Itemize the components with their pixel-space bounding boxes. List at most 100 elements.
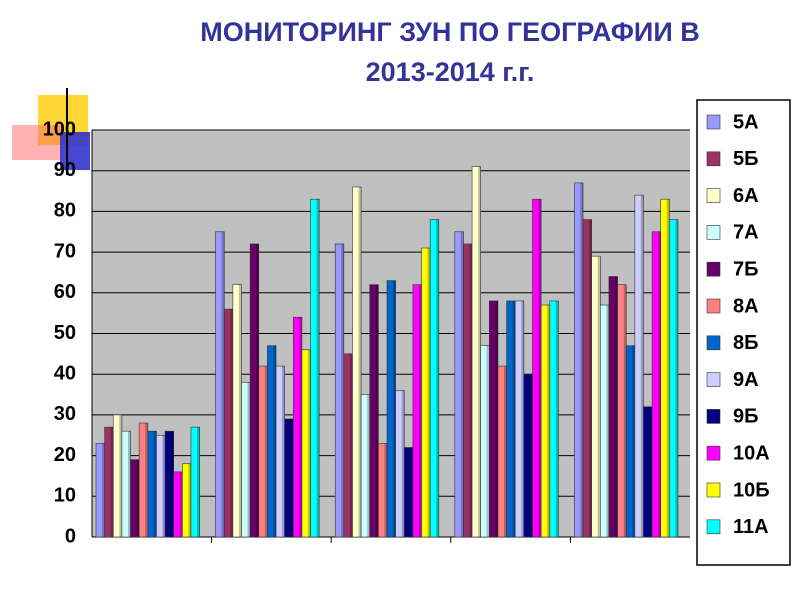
y-tick-label: 10: [54, 485, 76, 507]
bar: [669, 219, 679, 538]
legend-swatch: [706, 482, 721, 498]
bar-shade: [341, 243, 344, 537]
title-box: МОНИТОРИНГ ЗУН ПО ГЕОГРАФИИ В 2013-2014 …: [200, 17, 700, 87]
bar-shade: [418, 284, 422, 537]
bar-shade: [367, 394, 370, 537]
y-tick-label: 90: [54, 159, 76, 181]
bar-shade: [299, 317, 302, 537]
y-tick-label: 60: [54, 281, 76, 303]
legend-label: 9А: [733, 369, 759, 391]
bar-shade: [256, 243, 259, 537]
bar-shade: [640, 195, 644, 537]
y-tick-label: 30: [54, 403, 76, 425]
bar-shade: [316, 199, 320, 537]
bar-shade: [606, 305, 609, 537]
y-tick-label: 50: [54, 322, 76, 344]
bar-shade: [469, 243, 473, 537]
legend-label: 5Б: [733, 148, 759, 170]
legend-swatch: [706, 445, 721, 461]
bar-shade: [375, 284, 379, 537]
legend-label: 10Б: [733, 479, 770, 501]
bar-shade: [358, 186, 362, 538]
legend-swatch: [706, 519, 721, 535]
bar-shade: [632, 345, 635, 537]
bar-shade: [290, 418, 294, 537]
y-tick-label: 80: [54, 200, 76, 222]
bar-shade: [136, 459, 140, 537]
y-tick-label: 100: [43, 118, 76, 140]
legend-label: 11А: [733, 516, 769, 538]
bar-shade: [666, 199, 670, 537]
bar-shade: [478, 166, 481, 537]
bar-shade: [597, 256, 601, 537]
y-tick-label: 40: [54, 362, 76, 384]
legend-label: 7А: [733, 222, 759, 244]
bar: [352, 186, 362, 538]
bar-shade: [264, 366, 268, 537]
y-tick-label: 70: [54, 240, 76, 262]
bar: [549, 300, 559, 538]
decoration: [12, 125, 62, 160]
chart-title: МОНИТОРИНГ ЗУН ПО ГЕОГРАФИИ В 2013-2014 …: [200, 17, 700, 87]
legend-swatch: [706, 225, 721, 240]
legend-label: 10А: [733, 442, 770, 464]
legend-label: 6А: [733, 185, 759, 207]
bar-shade: [401, 390, 405, 537]
bar-shade: [127, 431, 131, 537]
decoration: [60, 132, 90, 170]
bar-shade: [179, 471, 183, 537]
legend-label: 7Б: [733, 258, 759, 280]
bar-shade: [307, 349, 311, 537]
legend-swatch: [706, 298, 721, 314]
legend-swatch: [706, 151, 721, 167]
bar-shade: [427, 248, 431, 537]
bar: [190, 426, 200, 538]
bar-shade: [512, 300, 516, 537]
bar-shade: [580, 182, 584, 537]
bar-shade: [102, 443, 105, 537]
y-tick-label: 20: [54, 444, 76, 466]
bar-shade: [110, 427, 114, 537]
bar-shade: [538, 199, 542, 537]
bar-shade: [247, 382, 251, 537]
legend-swatch: [706, 372, 721, 387]
bar-shade: [230, 309, 233, 537]
bar-shade: [384, 443, 387, 537]
bar-shade: [153, 431, 157, 537]
bar-shade: [282, 366, 285, 537]
bar-shade: [221, 231, 225, 537]
legend-label: 9Б: [733, 406, 759, 428]
bar-shade: [649, 406, 653, 537]
bar: [369, 284, 379, 538]
legend-swatch: [706, 409, 721, 424]
legend-label: 8Б: [733, 332, 759, 354]
bar-shade: [197, 427, 200, 537]
bar: [634, 194, 644, 538]
legend-label: 8А: [733, 295, 759, 317]
bar-shade: [486, 345, 490, 537]
bar: [429, 219, 440, 538]
bar-shade: [162, 435, 166, 537]
bar: [310, 198, 320, 538]
bar-shade: [529, 374, 533, 537]
bar-shade: [238, 284, 242, 537]
bar-shade: [675, 219, 678, 538]
legend-swatch: [706, 335, 721, 351]
legend-swatch: [706, 114, 721, 130]
bar-shade: [188, 463, 191, 537]
bar-shade: [436, 219, 439, 538]
bar-shade: [521, 300, 524, 537]
legend-swatch: [706, 261, 721, 277]
bar-shade: [623, 284, 627, 537]
bar-shade: [495, 300, 498, 537]
legend-label: 5А: [733, 111, 759, 133]
bar-shade: [504, 366, 507, 537]
y-tick-label: 0: [65, 525, 76, 547]
bar-shade: [555, 300, 559, 537]
bar-shade: [614, 276, 618, 537]
bar-shade: [410, 447, 413, 537]
bar-shade: [393, 280, 396, 537]
bar-shade: [349, 353, 353, 537]
bar-shade: [658, 231, 661, 537]
